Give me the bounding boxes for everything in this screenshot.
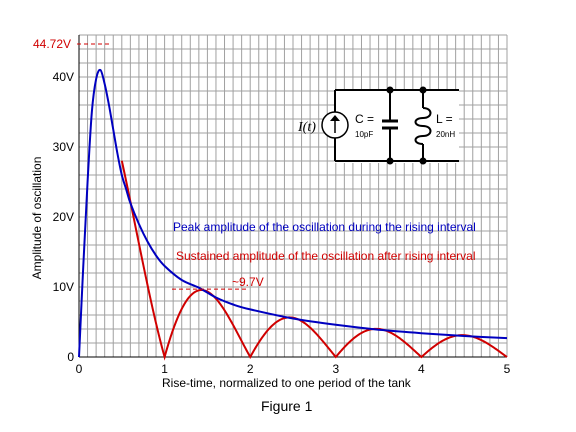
y-tick-label: 40V xyxy=(53,70,74,84)
x-axis-title: Rise-time, normalized to one period of t… xyxy=(162,376,412,390)
tick-labels: 0 1 2 3 4 5 0 10V 20V 30V 40V xyxy=(53,70,511,376)
figure-caption: Figure 1 xyxy=(261,398,313,414)
circuit-diagram: I(t) C = 10pF L = 20nH xyxy=(297,86,459,165)
y-tick-label: 10V xyxy=(53,280,74,294)
x-tick-label: 1 xyxy=(161,362,168,376)
series-group xyxy=(78,68,508,361)
red-series-annotation: Sustained amplitude of the oscillation a… xyxy=(176,249,476,263)
current-arrow-icon xyxy=(330,115,340,121)
inductor-label: L = xyxy=(436,112,453,126)
source-label: I(t) xyxy=(297,120,316,135)
sustained-marker-label: ~9.7V xyxy=(232,275,264,289)
grid xyxy=(78,34,508,358)
junction-dot xyxy=(386,86,394,94)
y-tick-label: 30V xyxy=(53,140,74,154)
x-tick-label: 3 xyxy=(332,362,339,376)
x-tick-label: 0 xyxy=(76,362,83,376)
capacitor-value: 10pF xyxy=(355,130,373,139)
markers xyxy=(77,43,246,290)
y-tick-label: 20V xyxy=(53,210,74,224)
x-tick-label: 5 xyxy=(504,362,511,376)
blue-series-annotation-text: Peak amplitude of the oscillation during… xyxy=(173,220,476,234)
junction-dot xyxy=(419,157,427,165)
inductor-coil-icon xyxy=(414,107,432,145)
series-line-peak xyxy=(78,68,508,358)
capacitor-label: C = xyxy=(355,112,374,126)
blue-series-annotation: Peak amplitude of the oscillation during… xyxy=(173,220,476,234)
peak-value-label: 44.72V xyxy=(33,37,71,51)
series-line-sustained xyxy=(120,160,508,361)
junction-dot xyxy=(419,86,427,94)
red-series-annotation-text: Sustained amplitude of the oscillation a… xyxy=(176,249,476,263)
y-tick-label: 0 xyxy=(67,350,74,364)
inductor-value: 20nH xyxy=(436,130,455,139)
circuit-background xyxy=(335,89,459,163)
x-tick-label: 4 xyxy=(418,362,425,376)
axes xyxy=(78,35,507,358)
x-tick-label: 2 xyxy=(247,362,254,376)
x-axis-title-text: Rise-time, normalized to one period of t… xyxy=(162,376,412,390)
y-axis-title: Amplitude of oscillation xyxy=(30,157,44,280)
junction-dot xyxy=(386,157,394,165)
